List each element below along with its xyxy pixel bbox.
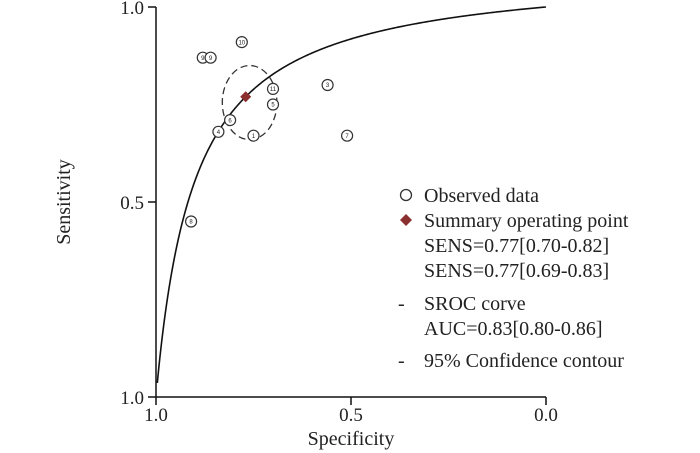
legend: Observed data Summary operating point SE… <box>398 185 629 372</box>
observed-point-label-9: 10 <box>238 40 245 46</box>
observed-point-9 <box>235 35 248 49</box>
x-tick-label-mid: 0.5 <box>339 405 363 426</box>
observed-point-10 <box>266 82 280 96</box>
legend-contour-symbol: - <box>398 350 405 372</box>
legend-summary-marker <box>400 214 412 226</box>
observed-point-label-8: 9 <box>209 56 213 62</box>
y-tick-label-top: 1.0 <box>120 0 144 19</box>
legend-spec-label: SENS=0.77[0.69-0.83] <box>424 260 609 282</box>
observed-point-6 <box>185 215 198 228</box>
observed-point-0 <box>247 129 260 142</box>
x-tick-label-right: 0.0 <box>534 405 558 426</box>
observed-point-label-1: 3 <box>326 83 330 89</box>
x-axis-title: Specificity <box>308 428 395 450</box>
observed-point-1 <box>321 78 334 92</box>
x-tick-label-left: 1.0 <box>144 405 168 426</box>
summary-operating-point <box>240 91 252 103</box>
legend-sroc-label: SROC corve <box>424 293 526 315</box>
sroc-curve <box>156 6 547 383</box>
observed-point-label-0: 1 <box>252 134 256 140</box>
legend-observed-marker <box>399 188 413 202</box>
observed-point-4 <box>224 113 237 127</box>
observed-point-label-6: 8 <box>189 220 193 226</box>
legend-sens-label: SENS=0.77[0.70-0.82] <box>424 235 609 257</box>
observed-point-label-5: 7 <box>345 134 349 140</box>
y-tick-label-mid: 0.5 <box>120 193 144 214</box>
legend-summary-label: Summary operating point <box>424 210 629 232</box>
observed-point-5 <box>341 129 354 142</box>
observed-point-label-3: 5 <box>271 103 275 109</box>
observed-point-label-7: 9 <box>201 56 205 62</box>
observed-point-label-4: 6 <box>228 118 232 124</box>
legend-sroc-symbol: - <box>398 293 405 315</box>
observed-point-label-2: 4 <box>217 130 221 136</box>
y-tick-label-bottom: 1.0 <box>120 388 144 409</box>
legend-auc-label: AUC=0.83[0.80-0.86] <box>424 318 603 340</box>
observed-point-3 <box>266 98 280 111</box>
observed-point-8 <box>204 51 217 64</box>
plot-area: 1 3 4 5 6 7 8 9 9 10 11 <box>156 6 547 383</box>
legend-observed-label: Observed data <box>424 185 539 207</box>
legend-contour-label: 95% Confidence contour <box>424 350 624 372</box>
observed-point-label-10: 11 <box>270 87 277 93</box>
observed-point-2 <box>212 125 225 138</box>
y-axis-title: Sensitivity <box>53 159 75 245</box>
